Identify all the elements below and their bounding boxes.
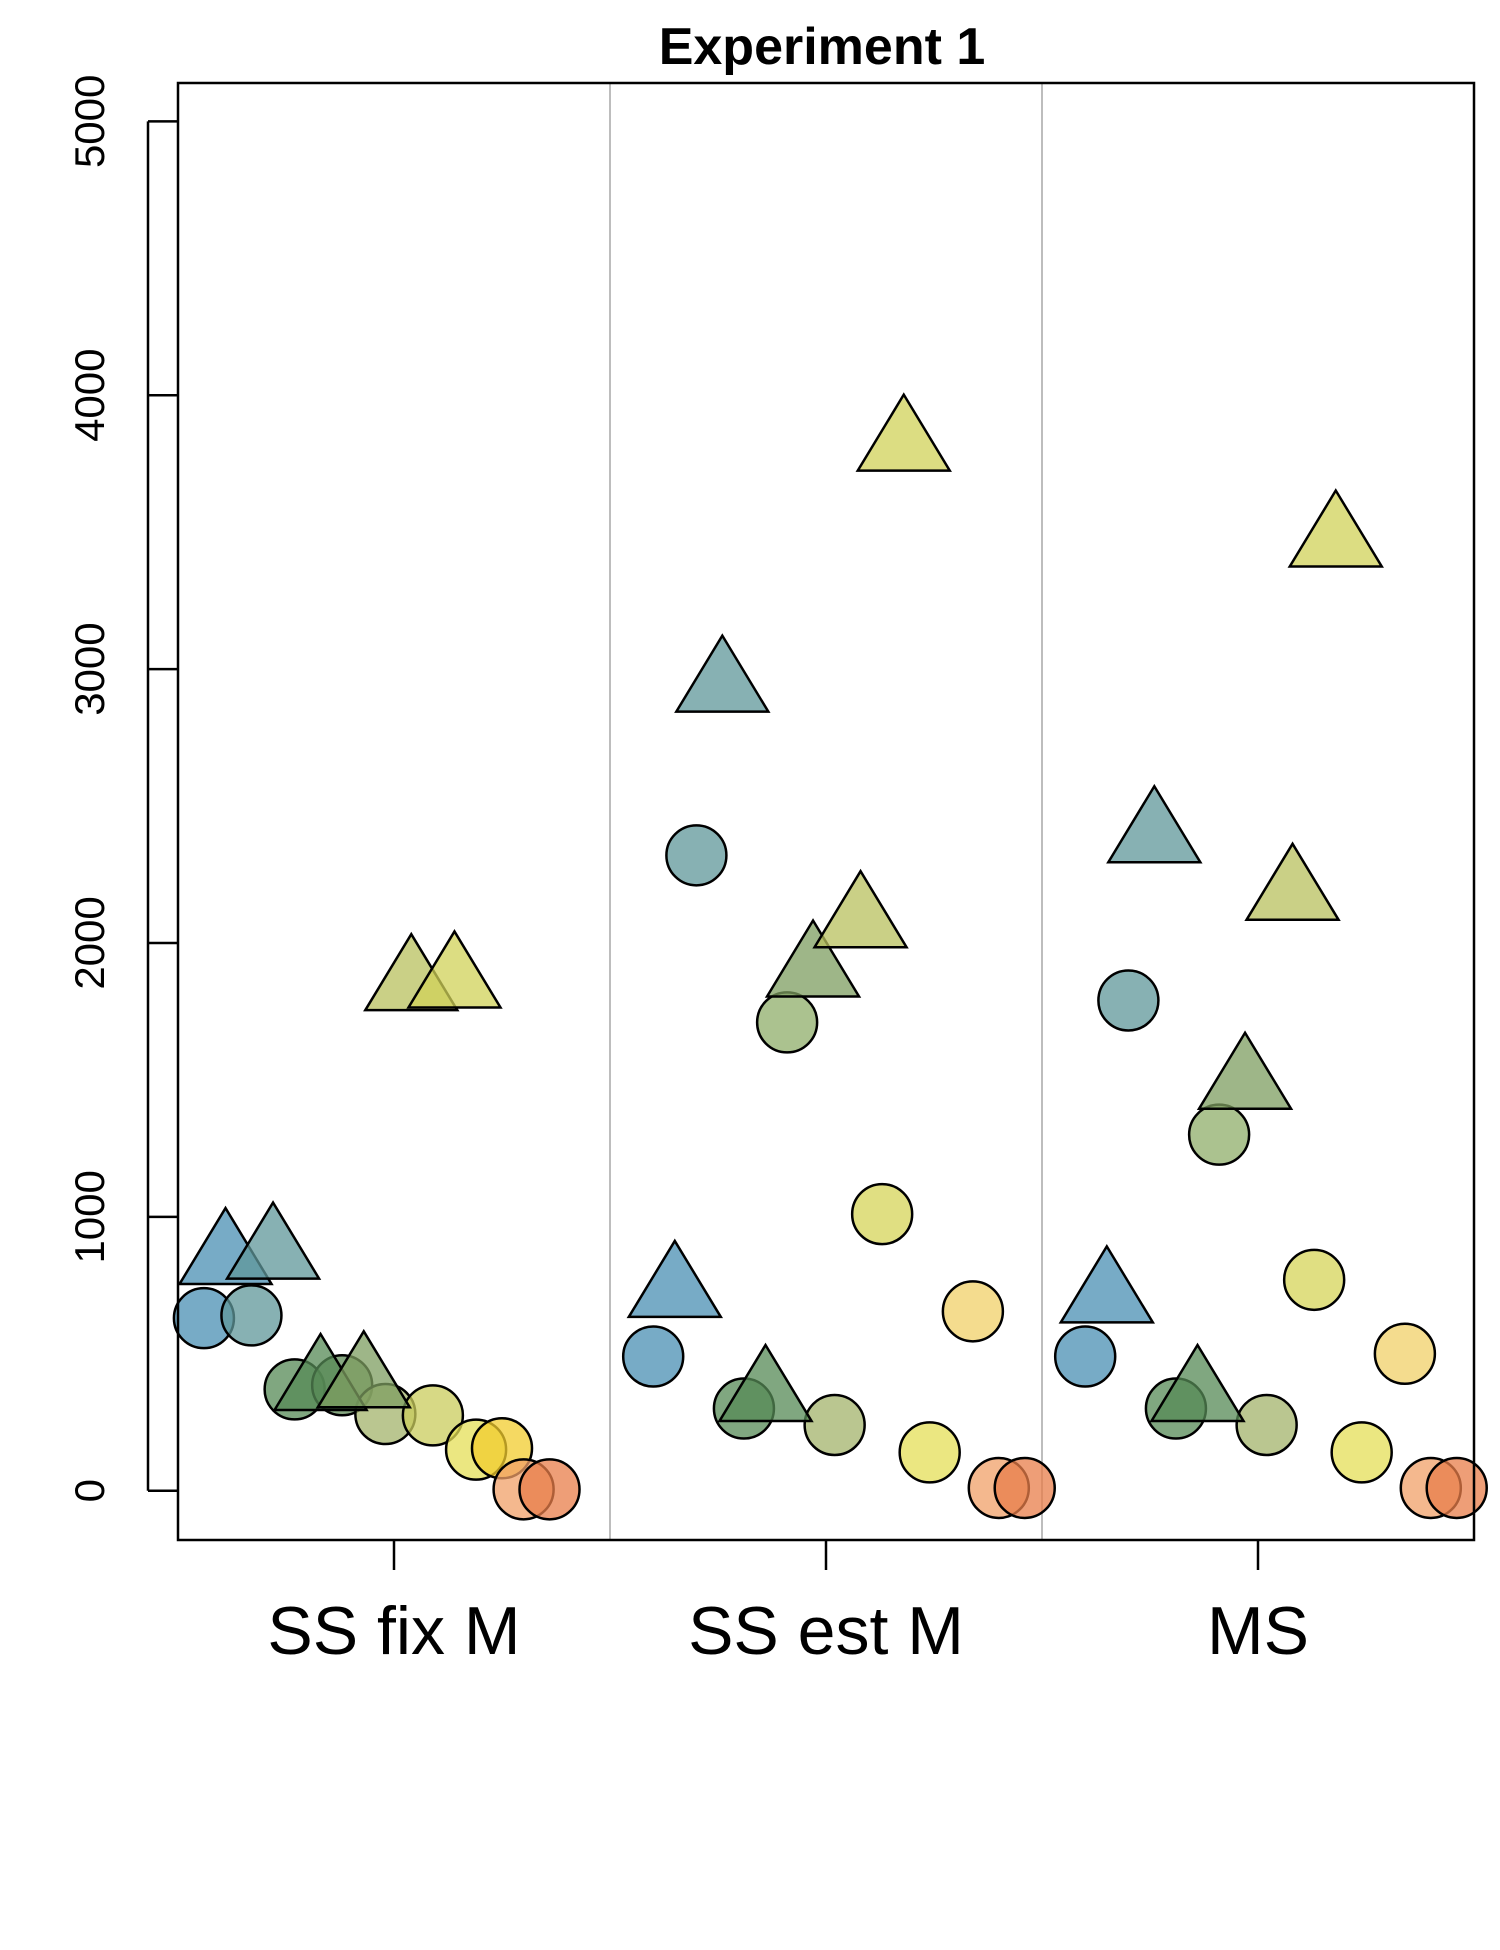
point-triangle-15: [406, 929, 503, 1009]
point-triangle-43: [1106, 783, 1203, 864]
point-circle-20: [803, 1393, 866, 1457]
data-points: [172, 392, 1488, 1521]
point-circle-41: [1425, 1456, 1488, 1520]
point-triangle-30: [812, 868, 909, 949]
y-axis: 0 1000 2000 3000 4000 5000: [66, 75, 178, 1502]
point-circle-38: [1330, 1421, 1393, 1484]
point-circle-1: [220, 1284, 283, 1347]
y-tick-label-4: 4000: [66, 348, 113, 441]
point-circle-17: [665, 824, 728, 887]
point-circle-32: [1053, 1325, 1117, 1388]
point-circle-39: [1373, 1322, 1437, 1386]
point-triangle-46: [1244, 841, 1341, 922]
point-circle-33: [1097, 969, 1160, 1032]
point-triangle-29: [764, 918, 862, 998]
point-triangle-47: [1287, 488, 1384, 568]
point-circle-16: [621, 1325, 685, 1388]
point-circle-23: [941, 1280, 1005, 1343]
point-circle-37: [1282, 1248, 1346, 1312]
point-triangle-31: [855, 392, 952, 472]
y-tick-label-1: 1000: [66, 1170, 113, 1263]
point-circle-35: [1187, 1103, 1251, 1166]
y-tick-label-0: 0: [66, 1479, 113, 1502]
point-circle-5: [401, 1384, 465, 1447]
point-triangle-27: [674, 633, 771, 713]
x-tick-label-2: MS: [1207, 1593, 1309, 1669]
x-tick-label-1: SS est M: [688, 1593, 964, 1669]
point-triangle-11: [224, 1200, 322, 1280]
point-circle-21: [850, 1182, 914, 1246]
x-tick-label-0: SS fix M: [267, 1593, 520, 1669]
y-tick-label-5: 5000: [66, 75, 113, 168]
point-circle-9: [518, 1458, 581, 1521]
point-circle-25: [993, 1456, 1056, 1520]
point-triangle-28: [717, 1342, 814, 1423]
point-triangle-42: [1058, 1243, 1156, 1324]
y-tick-label-2: 2000: [66, 896, 113, 989]
panel-separators: [609, 83, 1043, 1540]
x-axis: SS fix M SS est M MS: [267, 1540, 1309, 1669]
point-circle-22: [898, 1421, 961, 1484]
point-triangle-44: [1149, 1342, 1246, 1423]
point-triangle-45: [1196, 1030, 1294, 1111]
point-circle-19: [755, 991, 819, 1054]
point-triangle-13: [315, 1328, 412, 1409]
point-circle-36: [1235, 1393, 1298, 1457]
chart-title: Experiment 1: [659, 18, 986, 76]
y-tick-label-3: 3000: [66, 622, 113, 715]
plot-frame: [176, 81, 1476, 1542]
point-triangle-26: [626, 1238, 724, 1319]
